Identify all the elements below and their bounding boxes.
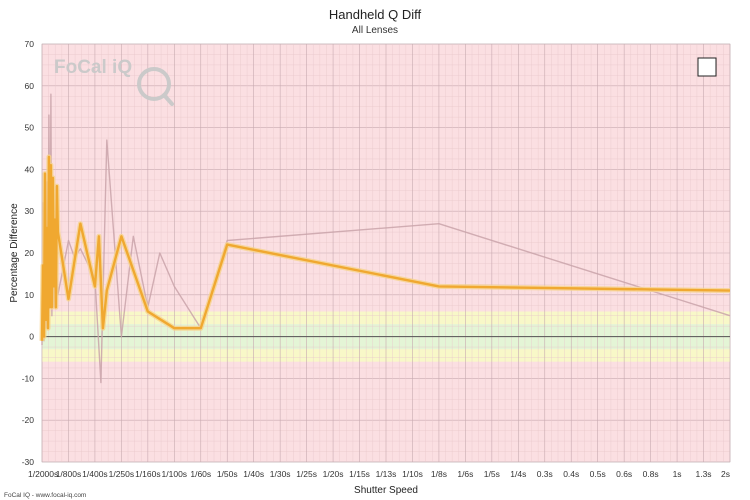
- chart-subtitle: All Lenses: [352, 25, 398, 36]
- y-tick-label: 20: [25, 248, 35, 258]
- logo-brand-text: FoCal iQ: [54, 57, 132, 78]
- y-axis-ticks: -30 -20 -10 0 10 20 30 40 50 60 70: [22, 39, 35, 467]
- x-tick-label: 1s: [673, 469, 682, 479]
- x-tick-label: 1/2000s: [28, 469, 58, 479]
- x-tick-label: 1/20s: [323, 469, 344, 479]
- x-tick-label: 1/250s: [109, 469, 135, 479]
- y-tick-label: 50: [25, 123, 35, 133]
- x-tick-label: 1/160s: [135, 469, 161, 479]
- series-layer: [39, 93, 731, 384]
- y-axis-label: Percentage Difference: [9, 203, 20, 303]
- x-tick-label: 1/8s: [431, 469, 447, 479]
- focal-iq-logo: FoCal iQ: [54, 57, 174, 106]
- y-tick-label: -20: [22, 415, 35, 425]
- y-tick-label: 30: [25, 206, 35, 216]
- x-tick-label: 1/100s: [162, 469, 188, 479]
- grid-lines: [41, 43, 731, 463]
- x-tick-label: 1/800s: [56, 469, 82, 479]
- x-tick-label: 2s: [721, 469, 730, 479]
- footer-credit: FoCal IQ - www.focal-iq.com: [4, 492, 86, 499]
- x-tick-label: 0.4s: [563, 469, 579, 479]
- export-checkbox[interactable]: [697, 57, 717, 77]
- y-tick-label: 70: [25, 39, 35, 49]
- x-tick-label: 1/4s: [510, 469, 526, 479]
- x-tick-label: 0.8s: [643, 469, 659, 479]
- x-tick-label: 1/10s: [402, 469, 423, 479]
- y-tick-label: 0: [29, 332, 34, 342]
- y-tick-label: 40: [25, 164, 35, 174]
- y-tick-label: 10: [25, 290, 35, 300]
- x-tick-label: 1/15s: [349, 469, 370, 479]
- chart-title: Handheld Q Diff: [329, 7, 422, 22]
- x-tick-label: 0.3s: [537, 469, 553, 479]
- x-tick-label: 0.6s: [616, 469, 632, 479]
- y-tick-label: -10: [22, 373, 35, 383]
- x-tick-label: 1/50s: [217, 469, 238, 479]
- x-tick-label: 1/6s: [457, 469, 473, 479]
- x-tick-label: 0.5s: [590, 469, 606, 479]
- y-tick-label: 60: [25, 81, 35, 91]
- series-line: [40, 155, 731, 341]
- x-tick-label: 1/13s: [376, 469, 397, 479]
- x-tick-label: 1/25s: [296, 469, 317, 479]
- y-tick-label: -30: [22, 457, 35, 467]
- x-tick-label: 1/5s: [484, 469, 500, 479]
- magnifier-icon: [137, 67, 174, 106]
- x-tick-label: 1.3s: [695, 469, 711, 479]
- x-tick-label: 1/60s: [190, 469, 211, 479]
- x-axis-label: Shutter Speed: [354, 485, 418, 496]
- x-tick-label: 1/30s: [270, 469, 291, 479]
- x-tick-label: 1/400s: [82, 469, 108, 479]
- x-tick-label: 1/40s: [243, 469, 264, 479]
